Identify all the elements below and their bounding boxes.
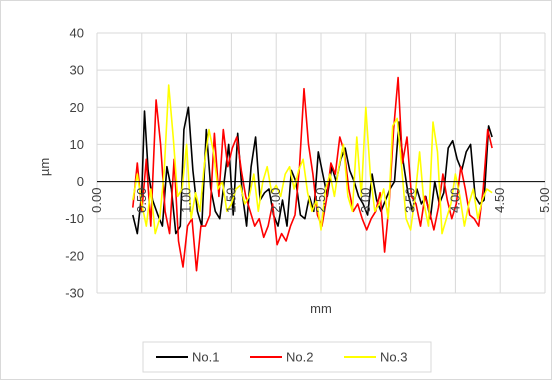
x-tick-label: 0.50 bbox=[134, 188, 149, 213]
x-tick-label: 4.50 bbox=[492, 188, 507, 213]
legend-label: No.3 bbox=[380, 350, 407, 365]
x-tick-label: 3.00 bbox=[358, 188, 373, 213]
series-lines bbox=[132, 76, 493, 272]
x-tick-label: 2.00 bbox=[268, 188, 283, 213]
legend-box bbox=[142, 341, 432, 373]
y-tick-label: 0 bbox=[77, 174, 84, 189]
y-tick-label: 40 bbox=[70, 26, 84, 41]
legend-label: No.2 bbox=[286, 350, 313, 365]
y-tick-label: -10 bbox=[65, 211, 84, 226]
x-tick-labels: 0.00 0.50 1.00 1.50 2.00 2.50 3.00 3.50 4.00 4.50… bbox=[89, 188, 552, 213]
y-tick-label: 20 bbox=[70, 100, 84, 115]
y-tick-label: -20 bbox=[65, 248, 84, 263]
x-tick-label: 3.50 bbox=[403, 188, 418, 213]
x-tick-label: 4.00 bbox=[447, 188, 462, 213]
series-line-no1 bbox=[132, 106, 493, 235]
legend: No.1 No.2 No.3 bbox=[156, 350, 407, 365]
legend-label: No.1 bbox=[192, 350, 219, 365]
x-tick-label: 1.00 bbox=[179, 188, 194, 213]
x-tick-label: 1.50 bbox=[223, 188, 238, 213]
y-tick-label: -30 bbox=[65, 286, 84, 301]
x-tick-label: 5.00 bbox=[537, 188, 552, 213]
y-tick-labels: 40 30 20 10 0 -10 -20 -30 bbox=[65, 26, 84, 301]
series-line-no2 bbox=[132, 76, 493, 272]
y-tick-label: 10 bbox=[70, 137, 84, 152]
x-tick-label: 2.50 bbox=[313, 188, 328, 213]
gridlines bbox=[96, 32, 546, 294]
y-tick-label: 30 bbox=[70, 63, 84, 78]
y-axis-title: µm bbox=[37, 158, 52, 176]
series-line-no3 bbox=[132, 84, 493, 235]
x-axis-title: mm bbox=[310, 301, 332, 316]
x-tick-label: 0.00 bbox=[89, 188, 104, 213]
